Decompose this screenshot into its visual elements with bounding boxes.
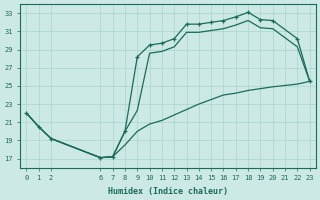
X-axis label: Humidex (Indice chaleur): Humidex (Indice chaleur) xyxy=(108,187,228,196)
